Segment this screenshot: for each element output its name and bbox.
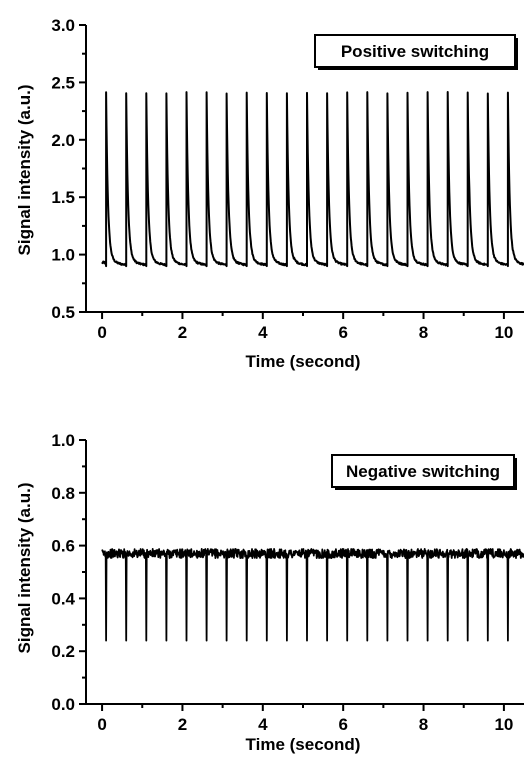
y-tick-label: 2.5	[51, 73, 75, 92]
y-tick-label: 0.4	[51, 589, 75, 608]
y-tick-label: 0.6	[51, 537, 75, 556]
legend-label: Positive switching	[341, 42, 489, 61]
positive-panel-x-ticks: 0 2 4 6 8 10	[97, 312, 513, 342]
x-axis-title: Time (second)	[246, 735, 361, 754]
legend-box	[331, 454, 515, 488]
negative-panel-x-ticks: 0 2 4 6 8 10	[97, 704, 513, 734]
legend-label: Negative switching	[346, 462, 500, 481]
x-tick-label: 2	[178, 715, 187, 734]
positive-switching-series-line	[101, 91, 524, 268]
positive-panel-legend: Positive switching	[314, 34, 518, 70]
y-axis-title: Signal intensity (a.u.)	[15, 483, 34, 654]
y-tick-label: 0.8	[51, 484, 75, 503]
x-tick-label: 6	[338, 323, 347, 342]
positive-switching-panel: 0.5 1.0 1.5 2.0 2.5 3.0 0 2 4 6 8 10 Positive swit…	[15, 16, 524, 371]
x-tick-label: 8	[419, 323, 428, 342]
x-tick-label: 10	[494, 323, 513, 342]
x-tick-label: 2	[178, 323, 187, 342]
x-tick-label: 10	[494, 715, 513, 734]
x-tick-label: 4	[258, 715, 268, 734]
y-tick-label: 0.0	[51, 695, 75, 714]
negative-switching-series-line	[101, 548, 524, 642]
x-tick-label: 6	[338, 715, 347, 734]
y-tick-label: 3.0	[51, 16, 75, 35]
y-tick-label: 2.0	[51, 131, 75, 150]
x-tick-label: 0	[97, 323, 106, 342]
y-tick-label: 0.2	[51, 642, 75, 661]
y-tick-label: 1.5	[51, 188, 75, 207]
x-tick-label: 8	[419, 715, 428, 734]
negative-panel-legend: Negative switching	[331, 454, 517, 490]
y-tick-label: 1.0	[51, 246, 75, 265]
y-tick-label: 0.5	[51, 303, 75, 322]
x-tick-label: 4	[258, 323, 268, 342]
positive-panel-y-ticks: 0.5 1.0 1.5 2.0 2.5 3.0	[51, 16, 86, 322]
negative-switching-panel: 0.0 0.2 0.4 0.6 0.8 1.0 0 2 4 6 8 10 Negative swit…	[15, 431, 524, 754]
y-tick-label: 1.0	[51, 431, 75, 450]
y-axis-title: Signal intensity (a.u.)	[15, 85, 34, 256]
legend-box	[314, 34, 516, 68]
negative-panel-y-ticks: 0.0 0.2 0.4 0.6 0.8 1.0	[51, 431, 86, 714]
x-axis-title: Time (second)	[246, 352, 361, 371]
x-tick-label: 0	[97, 715, 106, 734]
